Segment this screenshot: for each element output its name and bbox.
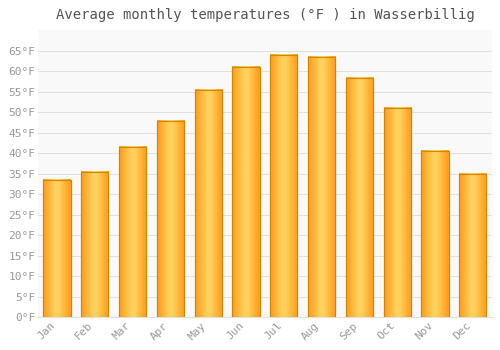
Bar — [346, 78, 373, 317]
Bar — [157, 121, 184, 317]
Bar — [119, 147, 146, 317]
Bar — [232, 67, 260, 317]
Bar — [422, 152, 448, 317]
Bar — [157, 121, 184, 317]
Bar — [270, 55, 297, 317]
Bar — [232, 67, 260, 317]
Bar — [81, 172, 108, 317]
Bar — [194, 90, 222, 317]
Bar — [459, 174, 486, 317]
Title: Average monthly temperatures (°F ) in Wasserbillig: Average monthly temperatures (°F ) in Wa… — [56, 8, 474, 22]
Bar — [44, 180, 70, 317]
Bar — [119, 147, 146, 317]
Bar — [384, 108, 411, 317]
Bar — [308, 57, 335, 317]
Bar — [44, 180, 70, 317]
Bar — [422, 152, 448, 317]
Bar — [384, 108, 411, 317]
Bar — [81, 172, 108, 317]
Bar — [194, 90, 222, 317]
Bar — [308, 57, 335, 317]
Bar — [459, 174, 486, 317]
Bar — [270, 55, 297, 317]
Bar — [346, 78, 373, 317]
